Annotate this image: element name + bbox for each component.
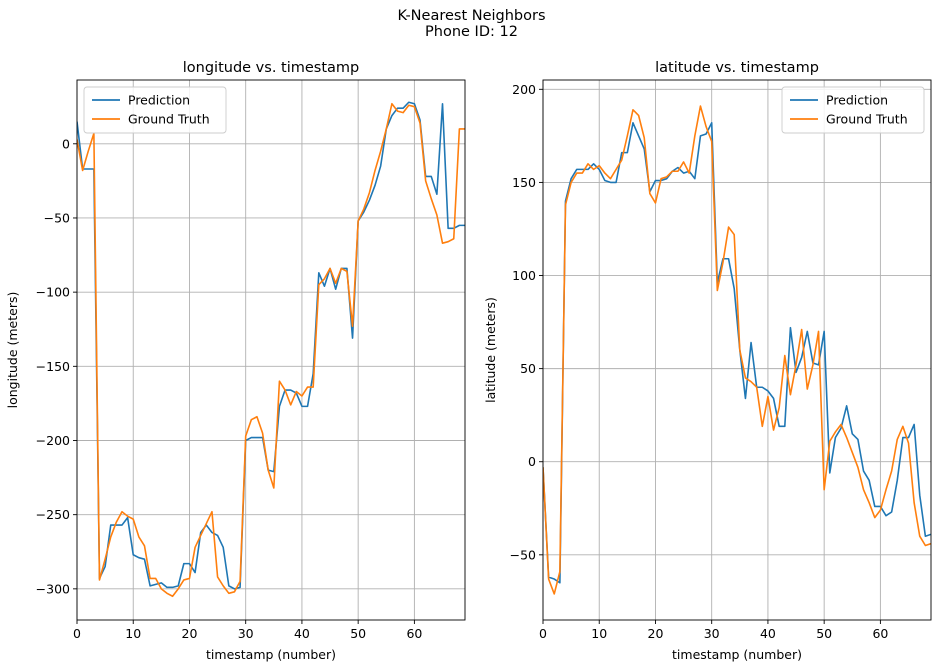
y-tick-label: 150: [512, 175, 536, 190]
legend-box: [83, 86, 227, 134]
x-tick-label: 30: [704, 626, 720, 641]
x-tick-label: 30: [238, 626, 254, 641]
legend-label: Ground Truth: [128, 112, 210, 127]
x-tick-label: 10: [125, 626, 141, 641]
y-tick-label: −50: [510, 547, 536, 562]
figure-subtitle: Phone ID: 12: [425, 24, 518, 40]
series-line-ground-truth: [543, 105, 931, 595]
legend-label: Ground Truth: [826, 112, 908, 127]
y-axis-label: longitude (meters): [5, 292, 20, 409]
x-axis-label: timestamp (number): [672, 647, 802, 662]
y-tick-label: −200: [36, 433, 70, 448]
x-tick-label: 50: [350, 626, 366, 641]
chart-panel-2: 0 10 20 30 40 50 60 200 150 100 50 0 −50 latitude vs.…: [483, 60, 932, 662]
series-line-prediction: [543, 122, 931, 584]
chart-panel-1: 0 10 20 30 40 50 60 0 −50 −100 −150 −200 −250 −300 lon…: [5, 60, 466, 662]
chart-title: longitude vs. timestamp: [183, 60, 360, 76]
x-tick-label: 20: [648, 626, 664, 641]
series-line-prediction: [77, 101, 465, 590]
x-tick-label: 0: [73, 626, 81, 641]
x-tick-label: 10: [591, 626, 607, 641]
y-tick-label: 200: [512, 82, 536, 97]
x-tick-label: 40: [294, 626, 310, 641]
x-tick-label: 40: [760, 626, 776, 641]
legend: Prediction Ground Truth: [83, 86, 227, 134]
y-tick-label: 0: [528, 454, 536, 469]
x-tick-label: 60: [872, 626, 888, 641]
x-tick-label: 20: [182, 626, 198, 641]
chart-title: latitude vs. timestamp: [655, 60, 819, 76]
figure-title: K-Nearest Neighbors: [397, 8, 546, 24]
x-tick-label: 0: [539, 626, 547, 641]
y-tick-label: −100: [36, 285, 70, 300]
legend-box: [781, 86, 925, 134]
y-axis-label: latitude (meters): [483, 297, 498, 403]
legend: Prediction Ground Truth: [781, 86, 925, 134]
y-tick-label: −150: [36, 359, 70, 374]
y-tick-label: 0: [62, 136, 70, 151]
series-line-ground-truth: [77, 102, 465, 598]
axes-frame: [76, 79, 466, 621]
y-tick-label: −250: [36, 507, 70, 522]
x-axis-label: timestamp (number): [206, 647, 336, 662]
y-tick-label: 100: [512, 268, 536, 283]
y-tick-label: −50: [44, 210, 70, 225]
y-tick-label: −300: [36, 581, 70, 596]
y-tick-label: 50: [520, 361, 536, 376]
axes-frame: [542, 79, 932, 621]
legend-label: Prediction: [128, 93, 190, 108]
x-tick-label: 50: [816, 626, 832, 641]
legend-label: Prediction: [826, 93, 888, 108]
x-tick-label: 60: [406, 626, 422, 641]
